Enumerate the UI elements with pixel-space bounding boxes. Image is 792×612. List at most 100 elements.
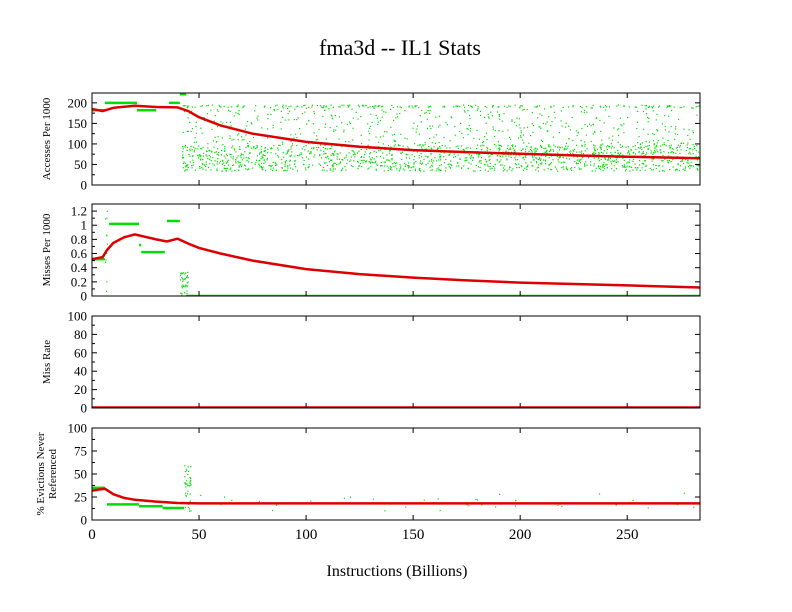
interval-point [517, 137, 520, 139]
interval-point [310, 151, 312, 153]
interval-point [287, 167, 289, 169]
interval-point [573, 148, 575, 150]
interval-point [393, 133, 396, 136]
interval-point [585, 161, 587, 163]
interval-point [244, 128, 246, 130]
interval-point [662, 165, 664, 167]
interval-point [358, 150, 360, 152]
interval-point [414, 168, 416, 170]
interval-point [584, 124, 586, 126]
interval-point [324, 148, 326, 150]
interval-point [665, 145, 667, 147]
interval-point [593, 153, 595, 155]
interval-point [305, 145, 307, 147]
interval-point [579, 159, 581, 161]
interval-point [521, 105, 523, 107]
interval-point [591, 107, 593, 109]
interval-point [476, 129, 478, 131]
interval-point [205, 150, 208, 152]
interval-point [692, 132, 695, 134]
interval-point [670, 125, 672, 128]
interval-point [332, 166, 334, 168]
interval-point [317, 146, 320, 149]
interval-point [480, 157, 483, 159]
interval-point [550, 162, 552, 164]
interval-point [476, 499, 478, 501]
interval-point [339, 161, 341, 163]
interval-point [633, 158, 635, 160]
interval-point [433, 146, 435, 148]
interval-point [343, 104, 345, 106]
interval-point [486, 146, 488, 148]
interval-point [687, 162, 689, 164]
interval-point [290, 105, 292, 107]
interval-point [541, 114, 543, 116]
interval-point [187, 490, 189, 492]
interval-point [269, 107, 272, 109]
interval-point [426, 118, 428, 120]
interval-point [584, 143, 586, 145]
panel-frame [91, 92, 701, 186]
interval-point [186, 292, 188, 295]
interval-point [439, 165, 441, 167]
interval-point [597, 148, 599, 150]
interval-point [198, 157, 200, 159]
interval-point [412, 166, 414, 168]
interval-point [531, 165, 533, 167]
interval-point [696, 159, 699, 161]
x-tick-label: 150 [402, 527, 425, 543]
interval-point [364, 154, 366, 156]
interval-point [618, 128, 620, 130]
interval-point [567, 145, 569, 147]
interval-point [536, 105, 538, 107]
interval-point [390, 109, 392, 111]
interval-point [221, 163, 223, 165]
interval-point [469, 147, 472, 149]
interval-point [397, 144, 399, 146]
interval-point [370, 113, 372, 115]
interval-point [603, 165, 605, 167]
interval-point [636, 127, 638, 130]
interval-point [473, 137, 475, 139]
interval-point [365, 160, 367, 162]
interval-point [323, 169, 325, 171]
interval-point [330, 159, 332, 161]
interval-point [407, 154, 409, 156]
interval-point [218, 104, 220, 106]
interval-point [550, 155, 552, 157]
y-tick-label: 80 [74, 327, 87, 342]
interval-point [600, 148, 602, 151]
interval-point [617, 161, 619, 163]
interval-point [241, 139, 243, 141]
interval-point [182, 156, 184, 158]
interval-point [344, 165, 346, 168]
interval-point [470, 154, 473, 156]
interval-point [330, 147, 332, 150]
y-tick-label: 0.6 [71, 246, 88, 261]
interval-point [497, 148, 499, 150]
interval-point [281, 162, 283, 164]
interval-point [669, 147, 671, 149]
interval-point [201, 132, 203, 134]
interval-point [281, 106, 284, 108]
interval-point [421, 148, 423, 150]
interval-point [537, 166, 539, 168]
interval-point [657, 140, 659, 142]
interval-point [231, 106, 233, 108]
interval-point [588, 157, 590, 159]
interval-point [535, 161, 537, 163]
interval-point [454, 156, 456, 158]
y-tick-label: 100 [68, 309, 88, 324]
interval-point [503, 165, 505, 167]
interval-point [450, 116, 452, 118]
interval-point [313, 111, 315, 113]
interval-point [498, 150, 500, 152]
interval-point [629, 166, 631, 168]
interval-point [185, 272, 187, 274]
interval-point [393, 145, 395, 147]
interval-point [622, 157, 624, 159]
interval-point [341, 104, 343, 106]
interval-point [276, 164, 278, 166]
interval-point [429, 109, 431, 111]
